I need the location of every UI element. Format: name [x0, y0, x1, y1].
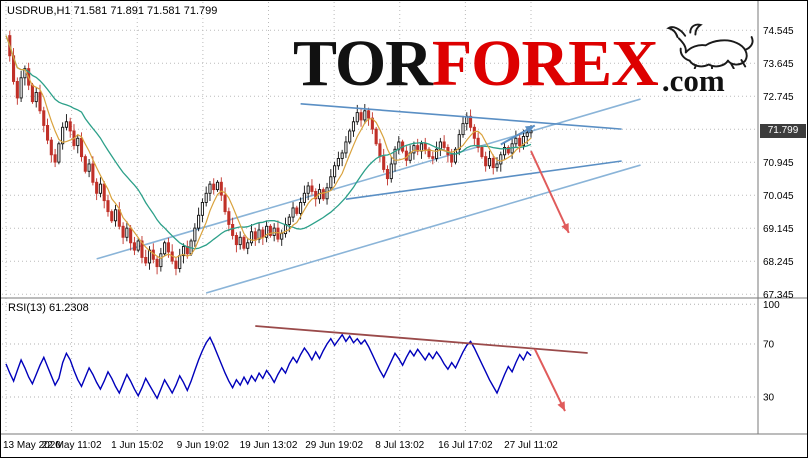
gridlines	[2, 2, 758, 434]
price-tick-label: 70.045	[763, 191, 794, 202]
time-tick-label: 19 Jun 13:02	[240, 440, 298, 451]
rsi-tick-label: 30	[763, 393, 775, 404]
time-tick-label: 27 Jul 11:02	[504, 440, 558, 451]
rsi-tick-label: 100	[763, 300, 780, 311]
time-tick-label: 22 May 11:02	[42, 440, 102, 451]
price-tick-label: 70.945	[763, 158, 794, 169]
time-tick-label: 16 Jul 17:02	[438, 440, 493, 451]
price-tick-label: 72.745	[763, 92, 794, 103]
time-tick-label: 1 Jun 15:02	[111, 440, 164, 451]
rsi-axis: 100 70 30	[763, 300, 780, 404]
price-tick-label: 73.645	[763, 59, 794, 70]
time-tick-label: 9 Jun 19:02	[177, 440, 230, 451]
candlesticks	[8, 30, 533, 276]
moving-averages	[5, 35, 532, 260]
price-tick-label: 69.145	[763, 224, 794, 235]
wedge-lines	[300, 103, 622, 200]
panel-separators	[1, 1, 807, 435]
rsi-plot	[5, 325, 588, 412]
price-tick-label: 68.245	[763, 257, 794, 268]
rsi-tick-label: 70	[763, 340, 775, 351]
price-axis: 74.545 73.645 72.745 70.945 70.045 69.145 68.2…	[763, 26, 794, 301]
time-tick-label: 8 Jul 13:02	[375, 440, 424, 451]
time-tick-label: 29 Jun 19:02	[305, 440, 363, 451]
time-tick-label: 13 May 2020	[3, 440, 61, 451]
trend-lines	[96, 98, 641, 294]
price-arrows	[500, 124, 570, 234]
price-tick-label: 67.345	[763, 290, 794, 301]
price-tick-label: 74.545	[763, 26, 794, 37]
